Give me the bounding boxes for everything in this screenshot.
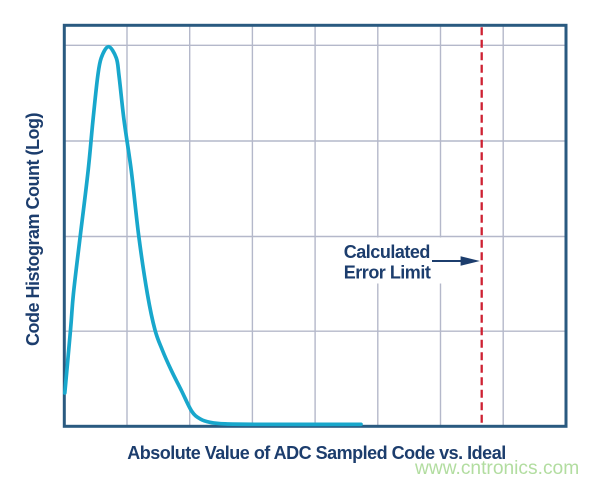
- svg-text:www.cntronics.com: www.cntronics.com: [414, 458, 579, 479]
- svg-text:Error Limit: Error Limit: [344, 262, 431, 282]
- svg-text:Absolute Value of ADC Sampled: Absolute Value of ADC Sampled Code vs. I…: [127, 443, 505, 463]
- svg-text:Code Histogram Count (Log): Code Histogram Count (Log): [23, 113, 43, 346]
- svg-text:Calculated: Calculated: [344, 242, 430, 262]
